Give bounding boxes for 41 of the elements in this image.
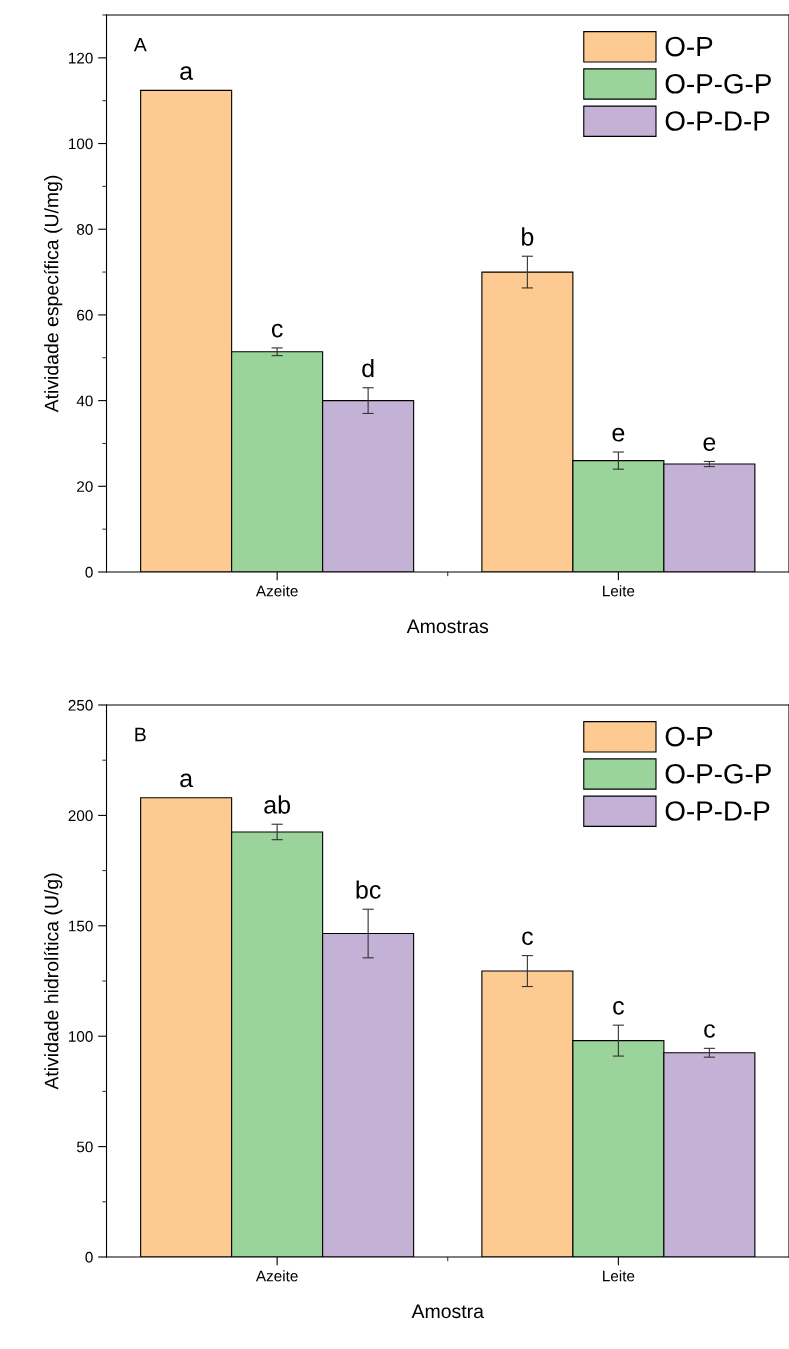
annotation: e (612, 427, 625, 442)
y-axis-title: Atividade hidrolítica (U/g) (43, 873, 63, 1090)
legend-label: O-P-D-P (665, 111, 770, 131)
y-axis-title: Atividade específica (U/mg) (43, 175, 63, 413)
x-axis-title: Amostra (411, 1304, 484, 1319)
annotation: A (133, 37, 147, 52)
legend-label: O-P-D-P (665, 801, 770, 821)
y-tick-label: 200 (68, 810, 93, 822)
y-tick-label: 100 (69, 1031, 93, 1042)
annotation: B (135, 727, 146, 742)
x-tick-label: Azeite (255, 1270, 298, 1282)
annotation: b (522, 227, 534, 246)
y-tick-label: 0 (85, 566, 93, 578)
y-tick-label: 250 (68, 699, 93, 711)
annotation: ab (264, 795, 290, 814)
y-tick-label: 0 (85, 1251, 93, 1263)
annotation: bc (356, 880, 381, 899)
y-tick-label: 60 (77, 309, 93, 321)
y-tick-label: 50 (76, 1141, 93, 1153)
annotation: c (704, 1024, 715, 1038)
legend-label: O-P (665, 726, 713, 747)
y-tick-label: 100 (69, 138, 93, 150)
y-tick-label: 120 (69, 52, 93, 64)
annotation: c (522, 931, 533, 946)
annotation: a (180, 66, 194, 80)
x-tick-label: Leite (603, 585, 635, 597)
x-axis-title: Amostras (406, 619, 489, 634)
annotation: e (703, 437, 716, 451)
legend-label: O-P-G-P (665, 763, 771, 784)
x-tick-label: Leite (603, 1270, 635, 1282)
annotation: c (271, 323, 283, 338)
annotation: a (180, 773, 194, 788)
y-tick-label: 80 (76, 224, 93, 235)
y-tick-label: 20 (77, 481, 93, 492)
annotation: c (613, 1000, 624, 1015)
x-tick-label: Azeite (255, 585, 298, 597)
legend-label: O-P-G-P (665, 73, 771, 94)
annotation: d (362, 358, 374, 378)
y-tick-label: 40 (76, 395, 93, 407)
y-tick-label: 150 (69, 920, 93, 932)
legend-label: O-P (665, 36, 713, 57)
